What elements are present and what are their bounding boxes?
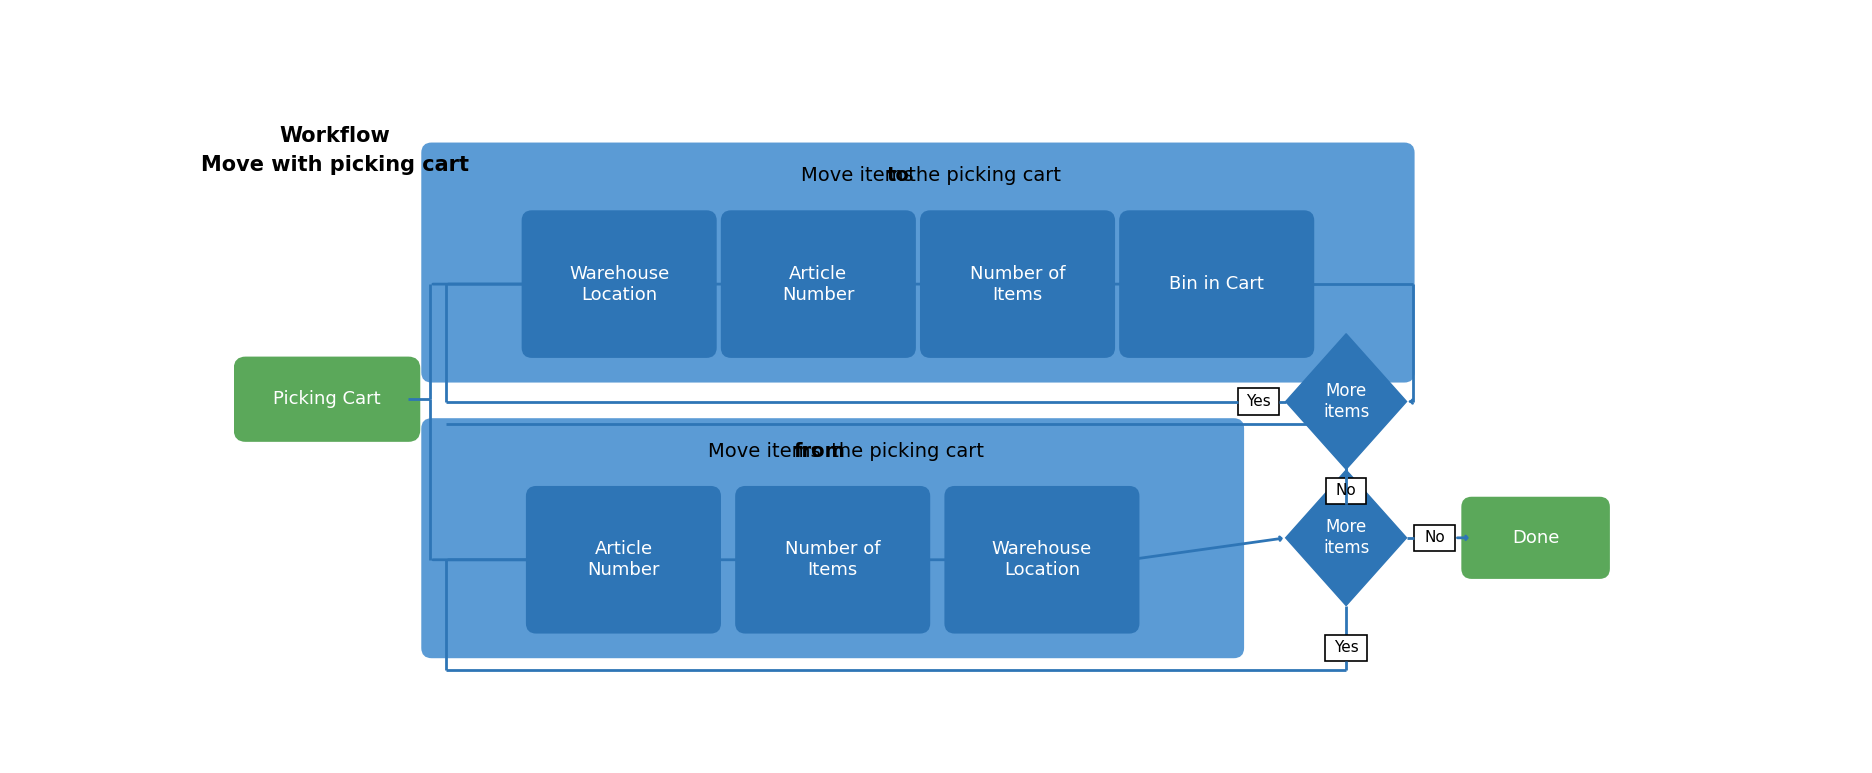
Bar	[1415, 525, 1455, 551]
FancyBboxPatch shape	[423, 144, 1413, 382]
FancyBboxPatch shape	[1462, 498, 1608, 578]
Text: Bin in Cart: Bin in Cart	[1170, 275, 1264, 293]
Text: Move items: Move items	[801, 166, 919, 186]
Polygon shape	[1286, 470, 1406, 605]
Text: Yes: Yes	[1247, 394, 1271, 409]
FancyBboxPatch shape	[921, 211, 1114, 357]
Text: Done: Done	[1513, 529, 1559, 547]
FancyBboxPatch shape	[736, 487, 929, 632]
Bar	[1325, 635, 1367, 661]
Text: the picking cart: the picking cart	[826, 442, 985, 461]
FancyBboxPatch shape	[1119, 211, 1312, 357]
Text: No: No	[1337, 483, 1357, 499]
Text: No: No	[1425, 530, 1445, 545]
FancyBboxPatch shape	[723, 211, 915, 357]
Text: More
items: More items	[1324, 382, 1368, 421]
FancyBboxPatch shape	[522, 211, 715, 357]
Text: Move with picking cart: Move with picking cart	[200, 155, 468, 175]
Bar	[1325, 478, 1367, 504]
FancyBboxPatch shape	[234, 358, 419, 441]
Text: the picking cart: the picking cart	[902, 166, 1061, 186]
Text: Workflow: Workflow	[279, 126, 389, 146]
Text: Number of
Items: Number of Items	[784, 540, 880, 579]
Text: Picking Cart: Picking Cart	[273, 390, 380, 408]
FancyBboxPatch shape	[526, 487, 721, 632]
Text: Article
Number: Article Number	[782, 264, 856, 304]
FancyBboxPatch shape	[423, 419, 1243, 657]
Text: Warehouse
Location: Warehouse Location	[992, 540, 1091, 579]
Text: to: to	[887, 166, 910, 186]
Polygon shape	[1286, 334, 1406, 469]
Text: from: from	[794, 442, 846, 461]
FancyBboxPatch shape	[945, 487, 1138, 632]
Text: Warehouse
Location: Warehouse Location	[569, 264, 670, 304]
Text: Number of
Items: Number of Items	[970, 264, 1065, 304]
Text: Move items: Move items	[708, 442, 827, 461]
Text: Yes: Yes	[1333, 640, 1359, 656]
Text: More
items: More items	[1324, 519, 1368, 557]
Bar	[1237, 389, 1279, 414]
Text: Article
Number: Article Number	[588, 540, 659, 579]
